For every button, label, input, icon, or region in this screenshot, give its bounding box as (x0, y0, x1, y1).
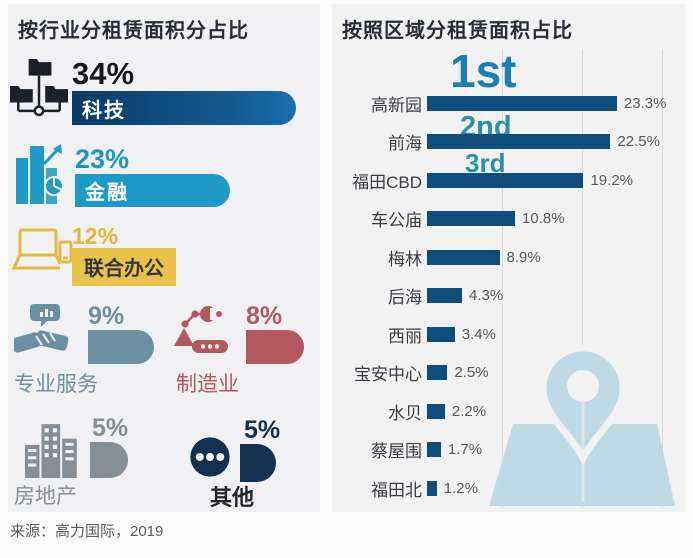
industry-chart-panel: 按行业分租赁面积分占比 34% 科技 (8, 4, 320, 512)
manufacturing-label: 制造业 (176, 373, 239, 396)
bar (427, 403, 445, 419)
category-label: 福田北 (371, 480, 422, 500)
gridline (502, 50, 503, 508)
bar-track: 2.5% (427, 364, 689, 381)
tech-label: 科技 (82, 99, 126, 122)
bar-track: 23.3% (427, 95, 689, 112)
services-bar (88, 330, 154, 364)
gridline (582, 50, 583, 508)
rank-annotation-3rd: 3rd (465, 148, 506, 178)
services-percent: 9% (88, 302, 125, 330)
bar (427, 95, 617, 111)
bar (427, 249, 500, 265)
bar-track: 19.2% (427, 172, 689, 189)
value-label: 1.2% (443, 479, 478, 497)
bar (427, 172, 584, 188)
region-row: 水贝 2.2% (332, 392, 685, 431)
bar (427, 480, 437, 496)
region-row: 西丽 3.4% (332, 315, 685, 354)
bar-track: 4.3% (427, 287, 689, 304)
finance-percent: 23% (75, 144, 130, 174)
region-bar-rows: 高新园 23.3% 前海 22.5% 福田CBD 19.2% 车公庙 10.8% 梅林 8.9% 后… (332, 84, 685, 508)
realestate-bar (90, 442, 128, 478)
cowork-highlight: 联合办公 (72, 248, 176, 286)
manufacturing-percent: 8% (246, 302, 283, 330)
bar-track: 22.5% (427, 133, 689, 150)
category-label: 宝安中心 (354, 365, 422, 385)
value-label: 3.4% (461, 325, 496, 343)
handshake-icon (11, 302, 76, 362)
bar (427, 365, 448, 381)
region-row: 前海 22.5% (332, 123, 685, 162)
value-label: 8.9% (506, 248, 541, 266)
category-label: 蔡屋围 (371, 442, 422, 462)
category-label: 水贝 (388, 403, 422, 423)
region-row: 车公庙 10.8% (332, 200, 685, 239)
bar-track: 3.4% (427, 326, 689, 343)
region-chart-panel: 按照区域分租赁面积占比 1st 2nd 3rd 高新园 23.3% 前海 22.5% 福… (332, 4, 685, 512)
finance-bar: 金融 (75, 174, 230, 207)
value-label: 2.5% (454, 364, 489, 382)
region-row: 福田北 1.2% (332, 469, 685, 508)
region-row: 梅林 8.9% (332, 238, 685, 277)
value-label: 4.3% (469, 287, 504, 305)
gridline (662, 50, 663, 508)
value-label: 23.3% (623, 94, 667, 112)
value-label: 19.2% (590, 171, 634, 189)
buildings-icon (22, 420, 90, 478)
category-label: 车公庙 (371, 211, 422, 231)
source-note: 来源：高力国际，2019 (10, 523, 164, 540)
category-label: 西丽 (388, 326, 422, 346)
others-label: 其他 (210, 485, 255, 510)
realestate-percent: 5% (92, 414, 129, 442)
value-label: 10.8% (522, 210, 565, 228)
others-percent: 5% (244, 416, 281, 444)
value-label: 2.2% (451, 402, 487, 420)
category-label: 后海 (388, 288, 422, 308)
network-folders-icon (10, 56, 68, 118)
buildings-growth-icon (14, 138, 66, 204)
bar (427, 288, 463, 304)
laptop-icon (10, 224, 74, 280)
region-row: 蔡屋围 1.7% (332, 431, 685, 470)
finance-label: 金融 (85, 182, 129, 204)
bar (427, 134, 611, 150)
bar-track: 8.9% (427, 249, 689, 266)
cowork-percent: 12% (72, 223, 119, 249)
value-label: 22.5% (617, 133, 660, 151)
bar-track: 10.8% (427, 210, 689, 227)
tech-percent: 34% (72, 56, 135, 91)
category-label: 梅林 (388, 249, 422, 269)
category-label: 福田CBD (352, 172, 422, 192)
region-row: 福田CBD 19.2% (332, 161, 685, 200)
bar (427, 442, 441, 458)
region-row: 宝安中心 2.5% (332, 354, 685, 393)
tech-bar: 科技 (72, 91, 296, 125)
bar-track: 1.7% (427, 441, 689, 458)
bar-track: 2.2% (427, 403, 689, 420)
realestate-label: 房地产 (14, 485, 77, 508)
region-row: 后海 4.3% (332, 277, 685, 316)
bar (427, 211, 516, 227)
category-label: 前海 (388, 134, 422, 154)
manufacturing-bar (246, 330, 304, 364)
category-label: 高新园 (371, 95, 422, 115)
cowork-label: 联合办公 (84, 258, 164, 280)
robot-arm-icon (170, 304, 234, 362)
region-chart-title: 按照区域分租赁面积占比 (342, 20, 573, 42)
rank-annotation-1st: 1st (450, 45, 517, 97)
services-label: 专业服务 (14, 373, 98, 396)
bar (427, 326, 455, 342)
bar-track: 1.2% (427, 480, 689, 497)
industry-chart-title: 按行业分租赁面积分占比 (18, 20, 249, 42)
map-pin-watermark-icon (483, 332, 683, 512)
value-label: 1.7% (447, 441, 483, 459)
ellipsis-icon (185, 432, 235, 482)
region-row: 高新园 23.3% (332, 84, 685, 123)
others-bar (240, 444, 276, 482)
